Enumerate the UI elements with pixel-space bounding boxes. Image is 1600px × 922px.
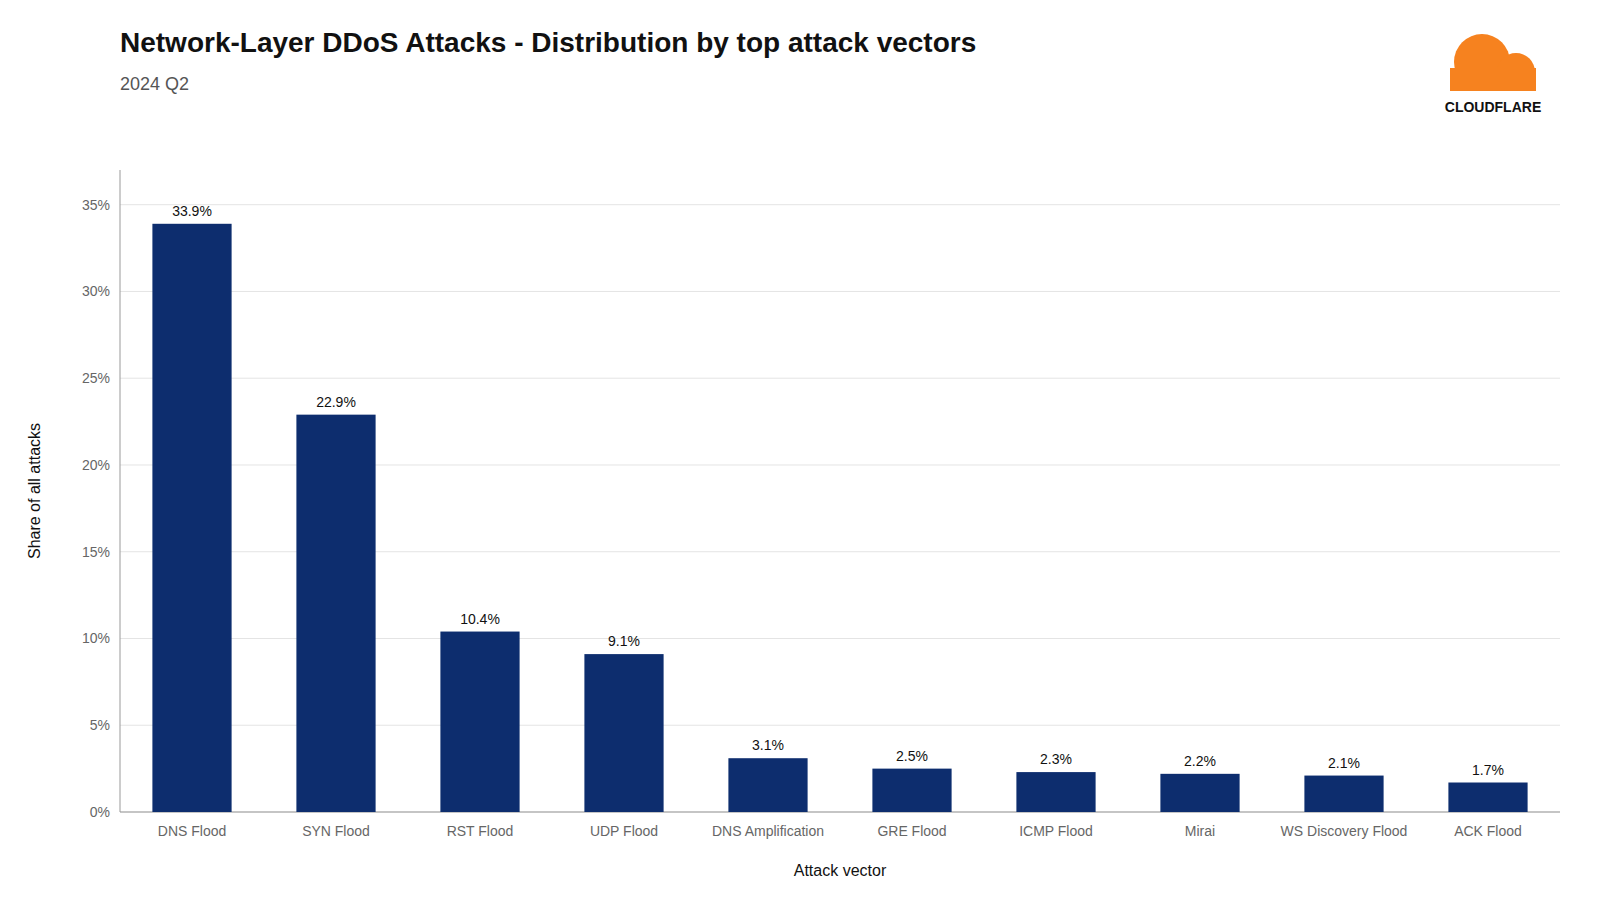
x-tick-label: SYN Flood: [302, 823, 370, 839]
bar: [296, 415, 375, 812]
x-tick-label: GRE Flood: [877, 823, 946, 839]
subtitle: 2024 Q2: [120, 74, 189, 94]
x-tick-label: Mirai: [1185, 823, 1215, 839]
grid: [120, 205, 1560, 812]
bar: [440, 632, 519, 812]
y-axis-line: [120, 170, 121, 812]
grid-line: [120, 291, 1560, 292]
annotation: CLOUDFLARE: [1445, 99, 1541, 115]
y-tick-label: 35%: [82, 197, 110, 213]
bar: [584, 654, 663, 812]
y-tick-label: 15%: [82, 544, 110, 560]
x-tick-label: DNS Amplification: [712, 823, 824, 839]
x-tick-label: DNS Flood: [158, 823, 226, 839]
x-tick-label: WS Discovery Flood: [1281, 823, 1408, 839]
data-label: 10.4%: [460, 611, 500, 627]
data-label: 2.5%: [896, 748, 928, 764]
y-tick-label: 25%: [82, 370, 110, 386]
chart: Network-Layer DDoS Attacks - Distributio…: [0, 0, 1600, 922]
title: Network-Layer DDoS Attacks - Distributio…: [120, 27, 976, 58]
data-label: 33.9%: [172, 203, 212, 219]
background: [0, 0, 1600, 922]
bar: [1160, 774, 1239, 812]
bar: [1448, 783, 1527, 812]
bar: [1016, 772, 1095, 812]
data-label: 3.1%: [752, 737, 784, 753]
y-tick-label: 30%: [82, 283, 110, 299]
y-tick-label: 10%: [82, 630, 110, 646]
bars: [152, 224, 1527, 812]
bar: [1304, 776, 1383, 812]
data-label: 9.1%: [608, 633, 640, 649]
x-tick-label: RST Flood: [447, 823, 514, 839]
data-label: 22.9%: [316, 394, 356, 410]
y-tick-label: 0%: [90, 804, 110, 820]
data-label: 2.3%: [1040, 751, 1072, 767]
x-tick-label: UDP Flood: [590, 823, 658, 839]
bar: [872, 769, 951, 812]
bar: [152, 224, 231, 812]
data-label: 2.2%: [1184, 753, 1216, 769]
bar: [728, 758, 807, 812]
y-tick-label: 20%: [82, 457, 110, 473]
logo-shape: [1450, 68, 1536, 91]
y-tick-label: 5%: [90, 717, 110, 733]
y-axis-label: Share of all attacks: [26, 423, 43, 559]
x-axis-label: Attack vector: [794, 862, 887, 879]
data-label: 2.1%: [1328, 755, 1360, 771]
grid-line: [120, 204, 1560, 205]
data-label: 1.7%: [1472, 762, 1504, 778]
x-tick-label: ACK Flood: [1454, 823, 1522, 839]
x-tick-label: ICMP Flood: [1019, 823, 1093, 839]
logo: CLOUDFLARE: [1445, 34, 1541, 115]
grid-line: [120, 378, 1560, 379]
